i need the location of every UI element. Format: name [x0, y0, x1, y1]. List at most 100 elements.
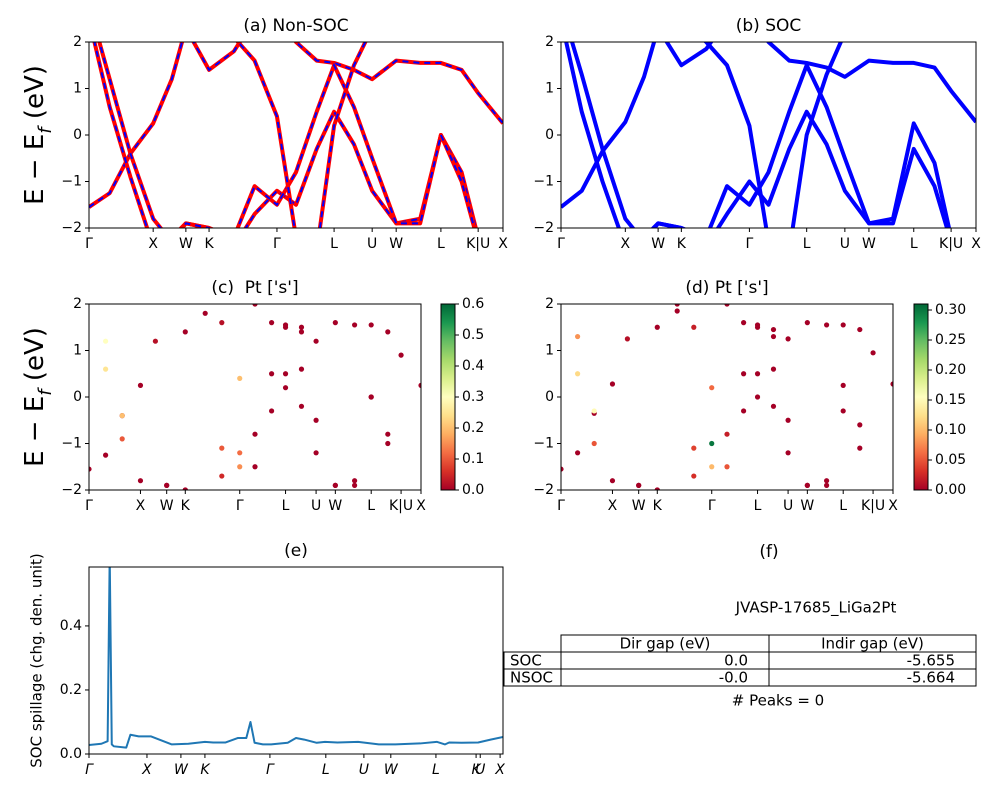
projection-point	[89, 466, 92, 472]
row-label: SOC	[510, 652, 542, 670]
band-line-overlay	[98, 42, 476, 228]
projection-point	[282, 385, 289, 391]
y-tick-label: 2	[545, 34, 554, 50]
projection-point	[352, 283, 357, 288]
panel-title: (c) Pt ['s']	[211, 278, 298, 298]
plot-area	[89, 42, 503, 228]
colorbar-tick-label: 0.0	[462, 482, 484, 498]
x-tick-label: U	[311, 498, 321, 514]
x-tick-label: W	[862, 236, 876, 252]
row-label: NSOC	[510, 669, 553, 687]
x-tick-label: U	[367, 236, 377, 252]
x-tick-label: U	[359, 762, 369, 778]
x-tick-label: X	[888, 498, 898, 514]
projection-point	[741, 511, 746, 516]
x-tick-label: Γ	[85, 498, 93, 514]
projection-point	[625, 501, 630, 506]
y-axis-label-part: f	[35, 125, 56, 134]
x-tick-label: W	[800, 498, 814, 514]
projection-point	[636, 482, 642, 488]
projection-point	[785, 292, 790, 297]
projection-point	[824, 478, 830, 484]
projection-point	[385, 269, 390, 274]
table-value: -5.664	[907, 669, 955, 687]
y-tick-label: −2	[533, 220, 554, 236]
colorbar-tick-label: 0.15	[935, 392, 966, 408]
projection-point	[152, 338, 158, 344]
panel-title: (e)	[284, 541, 308, 561]
projection-point	[840, 382, 846, 388]
x-tick-label: X	[141, 762, 152, 778]
projection-point	[313, 287, 318, 292]
y-tick-label: 0	[545, 389, 554, 405]
x-tick-label: L	[839, 498, 847, 514]
projection-point	[182, 487, 188, 490]
y-axis-label: E − Ef (eV)	[20, 327, 56, 467]
projection-point	[654, 324, 660, 330]
y-tick-label: −2	[533, 482, 554, 498]
projection-point	[636, 262, 641, 267]
projection-point	[418, 278, 423, 283]
projection-point	[804, 320, 810, 326]
projection-point	[741, 320, 747, 326]
projection-point	[282, 324, 289, 330]
x-tick-label: K|U	[466, 236, 490, 252]
x-tick-label: X	[621, 236, 631, 252]
colorbar-tick-label: 0.05	[935, 452, 966, 468]
projection-point	[857, 422, 863, 428]
x-tick-label: K|U	[939, 236, 963, 252]
projection-point	[252, 304, 258, 307]
x-tick-label: W	[384, 762, 399, 778]
panel-title: (b) SOC	[736, 16, 802, 36]
y-axis-label-part: f	[35, 387, 56, 396]
colorbar-tick-label: 0.20	[935, 362, 966, 378]
projection-point	[675, 506, 680, 511]
y-tick-label: 1	[545, 81, 554, 97]
x-tick-label: K|U	[861, 498, 885, 514]
x-tick-label: X	[416, 498, 426, 514]
projection-point	[282, 371, 289, 377]
projection-point	[418, 515, 423, 520]
projection-point	[890, 280, 895, 285]
x-tick-label: K	[181, 498, 191, 514]
projection-point	[252, 431, 258, 437]
projection-point	[252, 497, 257, 502]
projection-point	[624, 336, 631, 342]
y-tick-label: 2	[545, 296, 554, 312]
x-tick-label: K	[653, 498, 663, 514]
y-tick-label: −1	[61, 174, 82, 190]
band-line	[569, 42, 950, 228]
projection-point	[269, 320, 275, 326]
projection-point	[575, 371, 581, 377]
colorbar-tick-label: 0.4	[462, 358, 484, 374]
projection-point	[824, 287, 829, 292]
x-tick-label: L	[432, 762, 440, 778]
projection-point	[655, 280, 660, 285]
axes-frame	[88, 303, 422, 491]
projection-point	[120, 274, 125, 279]
projection-point	[237, 375, 243, 381]
colorbar	[440, 303, 456, 491]
projection-point	[754, 371, 761, 377]
y-axis-label-part: (eV)	[20, 327, 50, 389]
x-tick-label: L	[803, 236, 811, 252]
table-note: # Peaks = 0	[732, 692, 824, 710]
column-header: Dir gap (eV)	[620, 635, 711, 653]
x-tick-label: W	[651, 236, 665, 252]
projection-point	[575, 450, 581, 456]
projection-point	[724, 304, 730, 307]
projection-point	[398, 274, 403, 279]
y-tick-label: 0	[545, 127, 554, 143]
projection-point	[153, 497, 158, 502]
colorbar-tick-label: 0.6	[462, 296, 484, 312]
projection-point	[298, 324, 305, 330]
projection-point	[841, 278, 846, 283]
projection-point	[724, 431, 730, 437]
y-tick-label: 1	[73, 343, 82, 359]
x-tick-label: L	[322, 762, 330, 778]
projection-point	[824, 322, 830, 328]
axes-frame	[88, 41, 504, 229]
y-axis-label: E − Ef (eV)	[20, 65, 56, 205]
x-tick-label: K	[200, 762, 211, 778]
projection-point	[237, 464, 243, 470]
